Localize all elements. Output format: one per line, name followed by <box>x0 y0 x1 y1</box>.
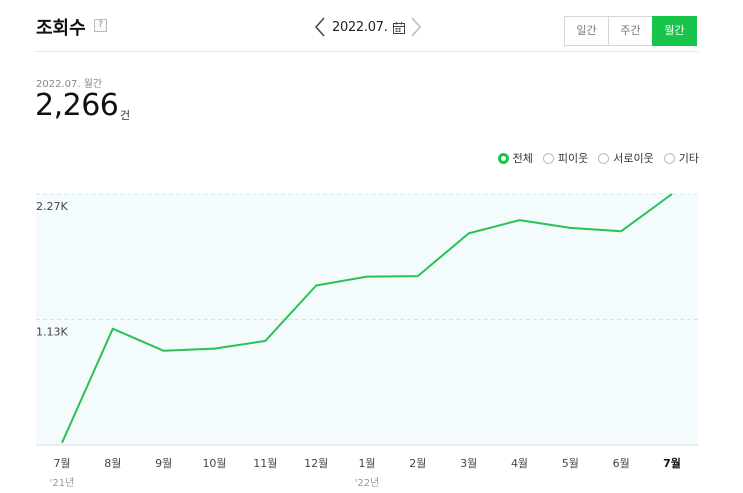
filter-all-label: 전체 <box>512 152 533 165</box>
x-tick-label: 2월 <box>409 457 426 470</box>
filter-mutual[interactable]: 서로이웃 <box>598 150 654 166</box>
total-views-unit: 건 <box>120 109 131 122</box>
date-navigator: 2022.07. <box>314 14 422 40</box>
x-tick-label: 4월 <box>511 457 528 470</box>
series-line <box>61 193 673 444</box>
x-tick-label: 12월 <box>304 457 328 470</box>
radio-icon[interactable] <box>663 152 675 164</box>
help-icon[interactable]: ? <box>94 19 107 32</box>
chevron-left-icon[interactable] <box>314 17 326 37</box>
y-tick-label: 2.27K <box>36 200 68 213</box>
radio-selected-icon[interactable] <box>497 152 509 164</box>
page-title: 조회수 <box>36 18 86 39</box>
filter-legend: 전체 피이웃 서로이웃 기타 <box>488 150 699 166</box>
y-tick-label: 1.13K <box>36 326 68 339</box>
current-date: 2022.07. <box>332 19 388 35</box>
filter-neighbor[interactable]: 피이웃 <box>542 150 589 166</box>
x-tick-label: 7월 <box>53 457 70 470</box>
tab-daily[interactable]: 일간 <box>564 16 609 46</box>
tab-weekly[interactable]: 주간 <box>608 16 653 46</box>
x-tick-label: 3월 <box>460 457 477 470</box>
x-tick-label: 10월 <box>202 457 226 470</box>
filter-neighbor-label: 피이웃 <box>557 152 589 165</box>
radio-icon[interactable] <box>542 152 554 164</box>
x-year-label: '22년 <box>355 477 380 489</box>
x-tick-label: 6월 <box>613 457 630 470</box>
filter-other-label: 기타 <box>678 152 699 165</box>
filter-all[interactable]: 전체 <box>497 150 533 166</box>
x-tick-label: 7월 <box>663 456 681 470</box>
x-tick-label: 8월 <box>104 457 121 470</box>
calendar-icon[interactable] <box>392 20 406 34</box>
x-tick-label: 1월 <box>358 457 375 470</box>
header-divider <box>36 51 699 52</box>
x-year-label: '21년 <box>50 477 75 489</box>
filter-other[interactable]: 기타 <box>663 150 699 166</box>
filter-mutual-label: 서로이웃 <box>613 152 654 165</box>
chart-header: 조회수 ? 2022.07. 일간 주간 월간 <box>0 0 743 52</box>
chevron-right-icon[interactable] <box>410 17 422 37</box>
x-tick-label: 9월 <box>155 457 172 470</box>
period-toggle: 일간 주간 월간 <box>564 16 697 46</box>
period-label: 2022.07. 월간 <box>36 79 103 90</box>
x-tick-label: 11월 <box>253 457 277 470</box>
tab-monthly[interactable]: 월간 <box>652 16 697 46</box>
radio-icon[interactable] <box>598 152 610 164</box>
total-views-value: 2,266 <box>35 88 119 123</box>
x-tick-label: 5월 <box>562 457 579 470</box>
